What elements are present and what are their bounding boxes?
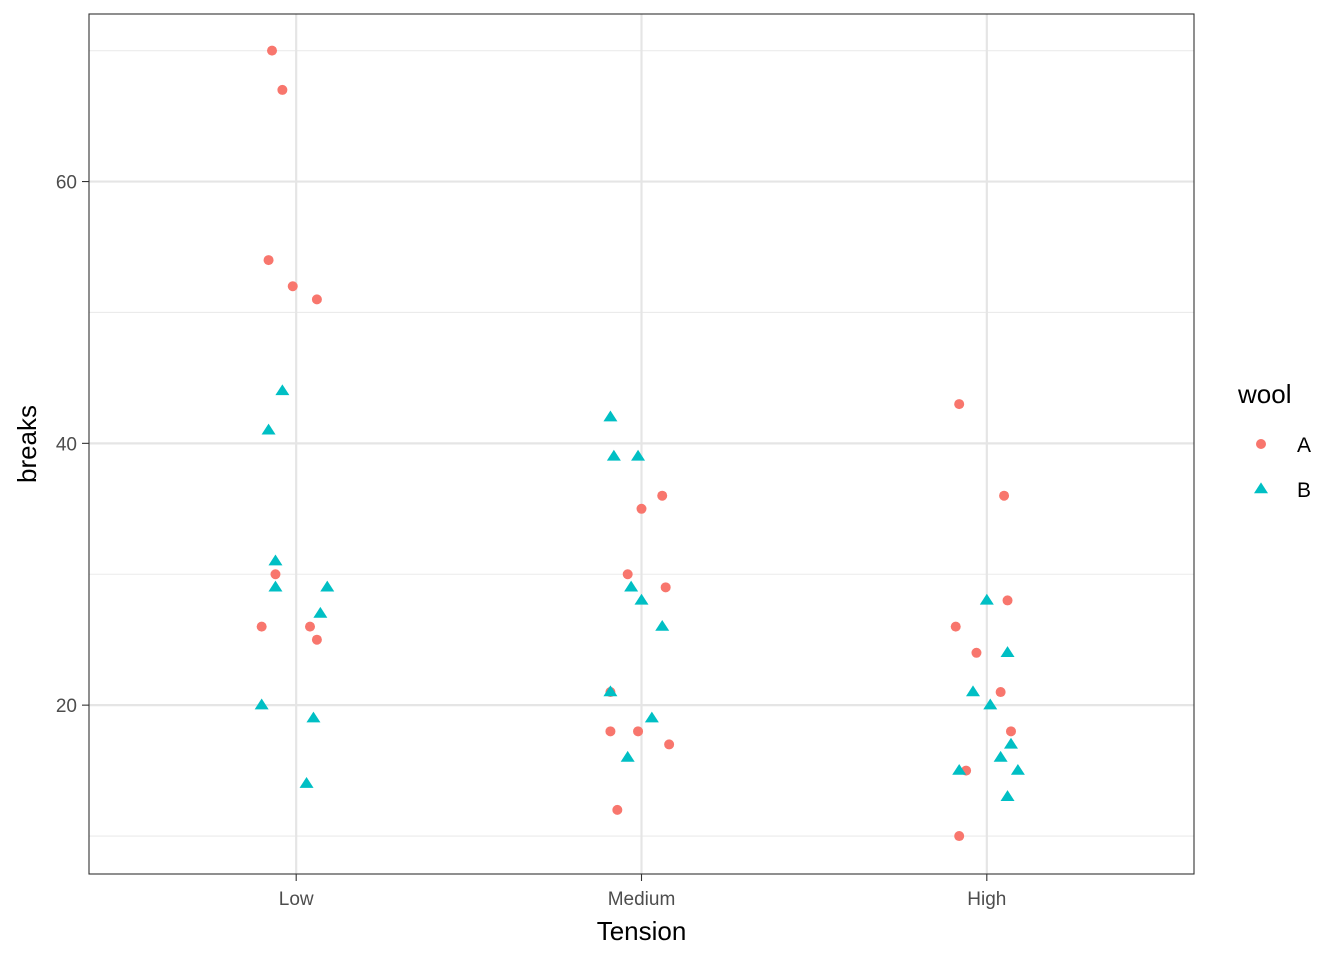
point-b (306, 711, 321, 723)
point-b (634, 593, 649, 605)
point-b (624, 580, 639, 592)
point-b (320, 580, 335, 592)
point-a (263, 255, 274, 266)
legend-key-b (1254, 482, 1268, 494)
point-a (971, 647, 982, 658)
point-b (606, 449, 621, 461)
point-b (603, 410, 618, 422)
point-b (1000, 790, 1015, 801)
x-tick-label-low: Low (279, 889, 314, 910)
point-a (622, 569, 633, 580)
legend: wool AB (1237, 379, 1311, 502)
point-b (966, 685, 980, 697)
point-a (1005, 726, 1016, 737)
point-a (311, 634, 322, 645)
point-b (952, 763, 967, 775)
point-a (605, 726, 616, 737)
point-b (620, 750, 635, 762)
point-a (657, 490, 668, 501)
x-tick-label-medium: Medium (608, 889, 676, 910)
point-b (299, 777, 314, 788)
point-b (268, 580, 283, 592)
point-a (660, 582, 671, 593)
point-a (256, 621, 267, 632)
point-b (254, 698, 269, 710)
point-b (644, 711, 659, 723)
point-b (1000, 646, 1015, 657)
point-b (979, 593, 994, 605)
legend-label-a: A (1297, 434, 1311, 457)
axis-ticks (82, 180, 988, 881)
point-a (636, 503, 647, 514)
x-axis-title: Tension (597, 916, 687, 946)
point-a (1002, 595, 1013, 606)
point-b (1003, 737, 1018, 749)
x-tick-label-high: High (967, 889, 1006, 910)
point-a (311, 294, 322, 305)
point-b (983, 698, 998, 710)
point-a (267, 45, 278, 56)
point-b (631, 449, 646, 461)
points (254, 45, 1025, 842)
point-a (287, 281, 298, 292)
point-b (1010, 763, 1025, 775)
tick-labels: 20 40 60 Low Medium High (56, 173, 1006, 910)
point-b (268, 554, 283, 566)
point-a (305, 621, 315, 632)
point-a (633, 726, 644, 737)
point-a (995, 687, 1006, 698)
y-tick-label: 40 (56, 434, 77, 455)
point-a (950, 621, 961, 632)
point-a (954, 399, 965, 410)
y-tick-label: 60 (56, 173, 77, 194)
y-axis-title: breaks (12, 405, 42, 483)
point-a (270, 569, 281, 580)
point-b (275, 384, 290, 396)
point-b (655, 619, 670, 631)
point-b (993, 750, 1008, 762)
point-a (277, 84, 288, 95)
point-b (603, 685, 618, 697)
point-a (612, 804, 623, 815)
legend-title: wool (1237, 379, 1291, 409)
legend-label-b: B (1297, 479, 1311, 502)
point-b (261, 423, 276, 435)
point-a (999, 490, 1010, 501)
legend-key-a (1256, 439, 1266, 449)
point-a (664, 739, 675, 750)
y-tick-label: 20 (56, 696, 77, 717)
point-a (954, 831, 965, 842)
point-b (313, 606, 328, 618)
